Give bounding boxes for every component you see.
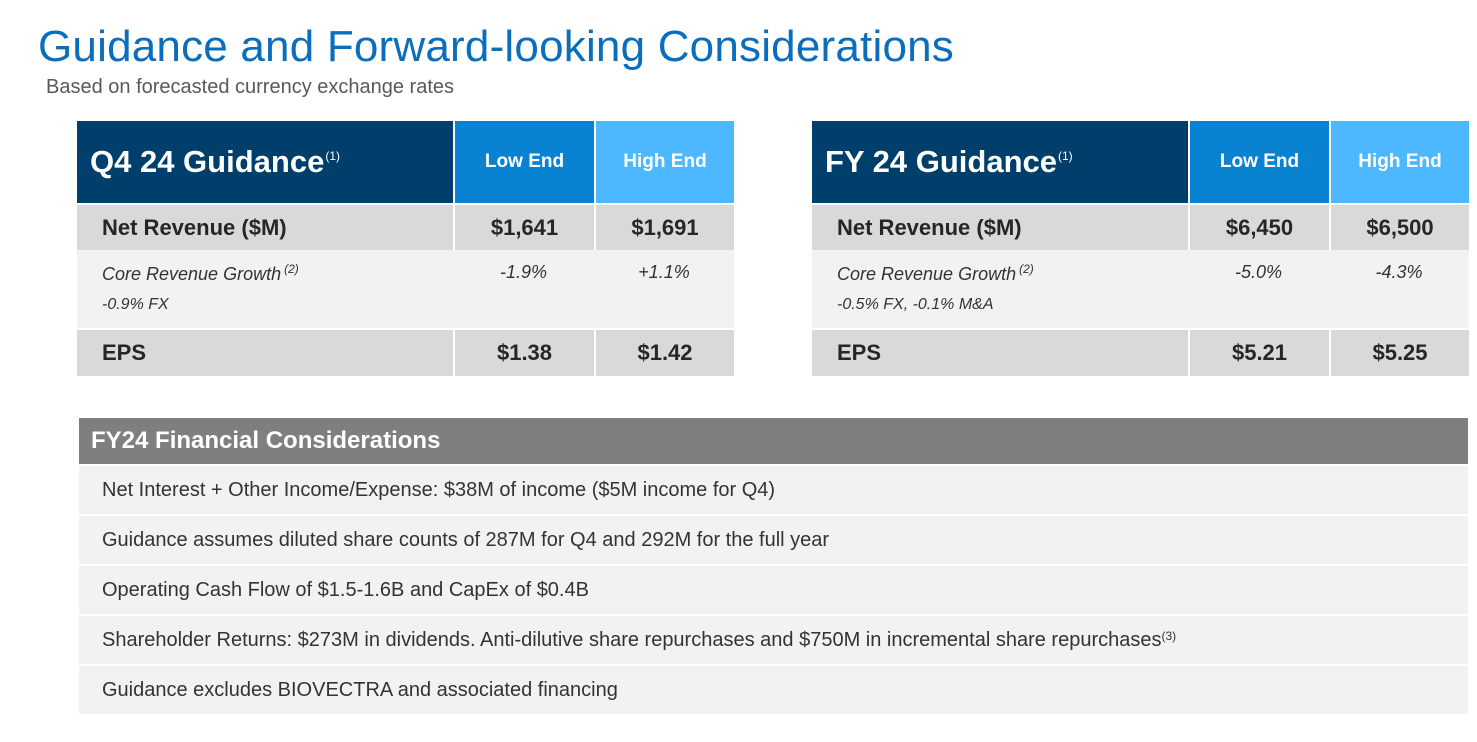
fy-core-growth-text: Core Revenue Growth bbox=[837, 264, 1017, 284]
fy-core-growth-footnote: (2) bbox=[1019, 262, 1034, 276]
fy-core-growth-low: -5.0% bbox=[1188, 250, 1329, 292]
consideration-text: Operating Cash Flow of $1.5-1.6B and Cap… bbox=[102, 578, 589, 601]
fy-table-heading: FY 24 Guidance (1) bbox=[812, 121, 1188, 203]
consideration-text: Shareholder Returns: $273M in dividends.… bbox=[102, 628, 1162, 651]
fy-net-revenue-label: Net Revenue ($M) bbox=[812, 203, 1188, 250]
fy-guidance-table: FY 24 Guidance (1) Low End High End Net R… bbox=[812, 121, 1469, 376]
fy-eps-low: $5.21 bbox=[1188, 328, 1329, 376]
page-subtitle: Based on forecasted currency exchange ra… bbox=[46, 76, 455, 98]
q4-core-growth-text: Core Revenue Growth bbox=[102, 264, 282, 284]
q4-fx-spacer-high bbox=[594, 292, 734, 328]
fy-net-revenue-high: $6,500 bbox=[1329, 203, 1469, 250]
fy-heading-footnote: (1) bbox=[1058, 149, 1073, 163]
q4-low-end-header: Low End bbox=[453, 121, 594, 203]
consideration-item: Operating Cash Flow of $1.5-1.6B and Cap… bbox=[79, 564, 1468, 614]
considerations-heading: FY24 Financial Considerations bbox=[79, 418, 1468, 464]
fy-heading-text: FY 24 Guidance bbox=[825, 144, 1058, 179]
consideration-item: Net Interest + Other Income/Expense: $38… bbox=[79, 464, 1468, 514]
fy-core-growth-high: -4.3% bbox=[1329, 250, 1469, 292]
fy-eps-label: EPS bbox=[812, 328, 1188, 376]
page-title: Guidance and Forward-looking Considerati… bbox=[38, 22, 954, 71]
q4-core-growth-label: Core Revenue Growth (2) bbox=[77, 250, 453, 292]
q4-core-growth-low: -1.9% bbox=[453, 250, 594, 292]
q4-guidance-table: Q4 24 Guidance (1) Low End High End Net R… bbox=[77, 121, 734, 376]
fy-fx-spacer-high bbox=[1329, 292, 1469, 328]
fy-net-revenue-low: $6,450 bbox=[1188, 203, 1329, 250]
consideration-text: Net Interest + Other Income/Expense: $38… bbox=[102, 478, 776, 501]
consideration-footnote: (3) bbox=[1161, 629, 1177, 643]
q4-eps-low: $1.38 bbox=[453, 328, 594, 376]
consideration-text: Guidance assumes diluted share counts of… bbox=[102, 528, 830, 551]
q4-net-revenue-low: $1,641 bbox=[453, 203, 594, 250]
fy-fx-spacer-low bbox=[1188, 292, 1329, 328]
q4-core-growth-footnote: (2) bbox=[284, 262, 299, 276]
fy-high-end-header: High End bbox=[1329, 121, 1469, 203]
fy-fx-ma-note: -0.5% FX, -0.1% M&A bbox=[812, 292, 1188, 328]
financial-considerations-panel: FY24 Financial Considerations Net Intere… bbox=[79, 418, 1468, 714]
consideration-item: Shareholder Returns: $273M in dividends.… bbox=[79, 614, 1468, 664]
fy-core-growth-label: Core Revenue Growth (2) bbox=[812, 250, 1188, 292]
q4-fx-note: -0.9% FX bbox=[77, 292, 453, 328]
q4-heading-footnote: (1) bbox=[325, 149, 340, 163]
q4-heading-text: Q4 24 Guidance bbox=[90, 144, 325, 179]
q4-eps-high: $1.42 bbox=[594, 328, 734, 376]
fy-eps-high: $5.25 bbox=[1329, 328, 1469, 376]
fy-low-end-header: Low End bbox=[1188, 121, 1329, 203]
q4-net-revenue-label: Net Revenue ($M) bbox=[77, 203, 453, 250]
q4-high-end-header: High End bbox=[594, 121, 734, 203]
q4-table-heading: Q4 24 Guidance (1) bbox=[77, 121, 453, 203]
consideration-item: Guidance excludes BIOVECTRA and associat… bbox=[79, 664, 1468, 714]
q4-net-revenue-high: $1,691 bbox=[594, 203, 734, 250]
q4-core-growth-high: +1.1% bbox=[594, 250, 734, 292]
consideration-item: Guidance assumes diluted share counts of… bbox=[79, 514, 1468, 564]
q4-fx-spacer-low bbox=[453, 292, 594, 328]
consideration-text: Guidance excludes BIOVECTRA and associat… bbox=[102, 678, 618, 701]
q4-eps-label: EPS bbox=[77, 328, 453, 376]
